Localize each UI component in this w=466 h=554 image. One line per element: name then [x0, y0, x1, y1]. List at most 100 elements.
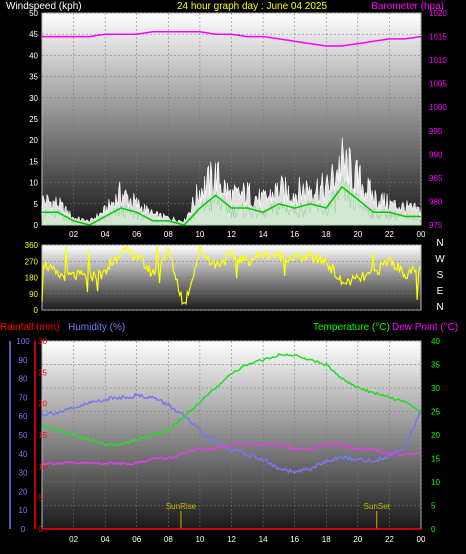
- compass-label: N: [436, 238, 443, 249]
- temp-x-tick: 00: [417, 535, 426, 544]
- humidity-y-tick: 0: [21, 525, 26, 534]
- wind-x-tick: 22: [385, 230, 394, 239]
- rain-y-tick: 10: [38, 462, 47, 471]
- direction-series: [41, 244, 422, 306]
- rain-y-tick: 5: [38, 494, 43, 503]
- humidity-y-tick: 70: [19, 393, 28, 402]
- temp-x-tick: 14: [259, 535, 268, 544]
- temperature-y-tick: 30: [431, 384, 440, 393]
- temp-x-tick: 08: [164, 535, 173, 544]
- windspeed-label: Windspeed (kph): [6, 1, 82, 12]
- sunrise-label: SunRise: [166, 502, 197, 511]
- wind-x-tick: 12: [227, 230, 236, 239]
- wind-y-tick: 25: [29, 115, 38, 124]
- wind-x-tick: 14: [259, 230, 268, 239]
- wind-y-tick: 40: [29, 51, 38, 60]
- temperature-y-tick: 40: [431, 337, 440, 346]
- dewpoint-label: Dew Point (°C): [392, 322, 458, 333]
- barometer-y-tick: 985: [429, 174, 443, 183]
- direction-y-tick: 90: [29, 290, 38, 299]
- wind-x-tick: 16: [290, 230, 299, 239]
- temp-x-tick: 18: [322, 535, 331, 544]
- temp-x-tick: 04: [101, 535, 110, 544]
- temp-x-tick: 06: [132, 535, 141, 544]
- wind-x-tick: 08: [164, 230, 173, 239]
- humidity-y-tick: 10: [19, 506, 28, 515]
- barometer-y-tick: 975: [429, 221, 443, 230]
- temperature-y-tick: 5: [431, 502, 436, 511]
- wind-y-tick: 15: [29, 157, 38, 166]
- barometer-label: Barometer (hpa): [371, 1, 444, 12]
- wind-series: [41, 175, 422, 226]
- direction-y-tick: 180: [25, 274, 39, 283]
- wind-y-tick: 10: [29, 179, 38, 188]
- graph-title: 24 hour graph day : June 04 2025: [177, 1, 328, 12]
- wind-x-tick: 00: [417, 230, 426, 239]
- temperature-y-tick: 10: [431, 478, 440, 487]
- rain-y-tick: 15: [38, 431, 47, 440]
- wind-y-tick: 30: [29, 94, 38, 103]
- temp-x-tick: 10: [195, 535, 204, 544]
- barometer-y-tick: 1005: [429, 80, 447, 89]
- humidity-y-tick: 90: [19, 356, 28, 365]
- temperature-y-tick: 20: [431, 431, 440, 440]
- humidity-y-tick: 100: [16, 337, 30, 346]
- rain-y-tick: 0: [38, 525, 43, 534]
- wind-y-tick: 5: [34, 200, 39, 209]
- temperature-series: [41, 353, 422, 447]
- barometer-y-tick: 980: [429, 197, 443, 206]
- temp-x-tick: 20: [353, 535, 362, 544]
- wind-y-tick: 0: [34, 221, 39, 230]
- barometer-y-tick: 1010: [429, 56, 447, 65]
- wind-x-tick: 20: [353, 230, 362, 239]
- compass-label: E: [437, 286, 444, 297]
- humidity-y-tick: 30: [19, 469, 28, 478]
- compass-label: N: [436, 302, 443, 313]
- rain-y-tick: 20: [38, 400, 47, 409]
- humidity-y-tick: 20: [19, 487, 28, 496]
- humidity-series: [41, 392, 422, 475]
- temp-x-tick: 02: [69, 535, 78, 544]
- wind-x-tick: 18: [322, 230, 331, 239]
- barometer-y-tick: 990: [429, 150, 443, 159]
- wind-panel: 0510152025303540455097598098599099510001…: [29, 9, 447, 239]
- wind-y-tick: 50: [29, 9, 38, 18]
- rain-y-tick: 25: [38, 368, 47, 377]
- compass-label: S: [437, 270, 444, 281]
- temperature-y-tick: 0: [431, 525, 436, 534]
- rainfall-label: Rainfall (mm): [0, 322, 59, 333]
- direction-y-tick: 0: [34, 306, 39, 315]
- humidity-y-tick: 80: [19, 375, 28, 384]
- barometer-y-tick: 1020: [429, 9, 447, 18]
- gust-series: [41, 137, 422, 226]
- humidity-label: Humidity (%): [68, 322, 125, 333]
- wind-y-tick: 35: [29, 73, 38, 82]
- barometer-y-tick: 1000: [429, 103, 447, 112]
- wind-y-tick: 45: [29, 30, 38, 39]
- humidity-y-tick: 60: [19, 412, 28, 421]
- temp-x-tick: 16: [290, 535, 299, 544]
- wind-x-tick: 02: [69, 230, 78, 239]
- temperature-panel: 0510152025303540010203040506070809010005…: [9, 337, 440, 544]
- sunset-label: SunSet: [364, 502, 391, 511]
- temperature-y-tick: 25: [431, 408, 440, 417]
- humidity-y-tick: 50: [19, 431, 28, 440]
- temperature-label: Temperature (°C): [313, 322, 390, 333]
- wind-x-tick: 04: [101, 230, 110, 239]
- wind-x-tick: 06: [132, 230, 141, 239]
- temp-x-tick: 22: [385, 535, 394, 544]
- temperature-y-tick: 35: [431, 361, 440, 370]
- direction-y-tick: 360: [25, 241, 39, 250]
- barometer-y-tick: 995: [429, 127, 443, 136]
- rain-y-tick: 30: [38, 337, 47, 346]
- wind-x-tick: 10: [195, 230, 204, 239]
- temp-x-tick: 12: [227, 535, 236, 544]
- temperature-y-tick: 15: [431, 455, 440, 464]
- compass-label: W: [435, 254, 445, 265]
- barometer-series: [42, 31, 422, 47]
- wind-y-tick: 20: [29, 136, 38, 145]
- barometer-y-tick: 1015: [429, 33, 447, 42]
- direction-y-tick: 270: [25, 257, 39, 266]
